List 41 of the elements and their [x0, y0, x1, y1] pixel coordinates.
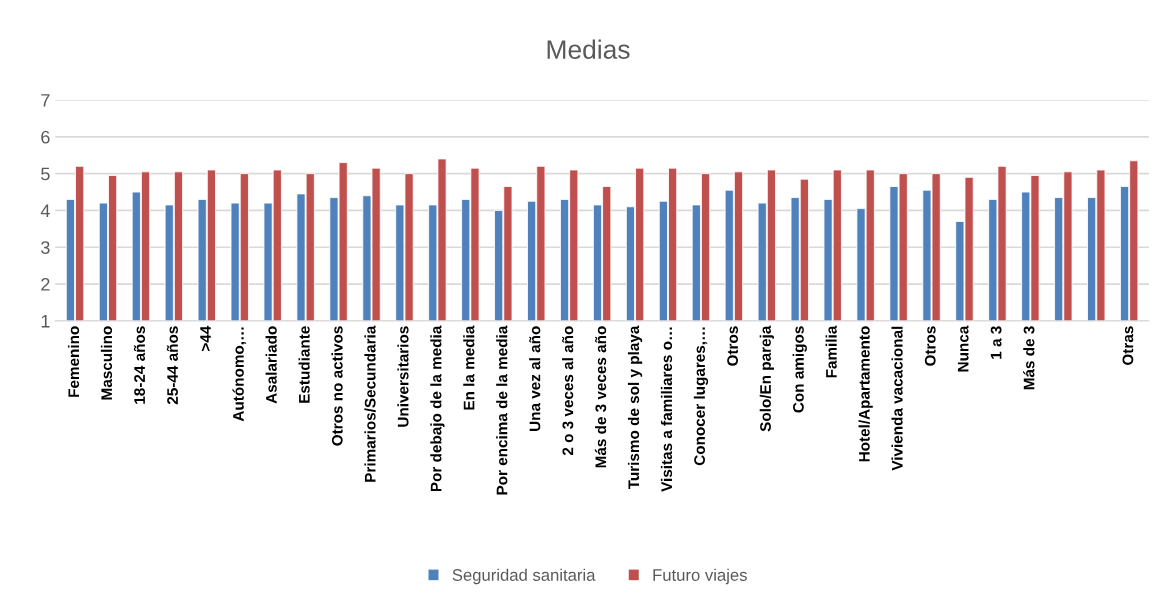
x-tick-label: >44: [200, 325, 211, 351]
x-tick-label: Estudiante: [298, 326, 310, 403]
x-tick-label: Otros: [727, 326, 738, 366]
x-tick-label: Autónomo,…: [232, 327, 247, 422]
x-tick-label: Nunca: [957, 325, 969, 372]
x-tick-label: En la media: [463, 325, 475, 410]
x-tick-label: Visitas a familiares o…: [660, 327, 673, 492]
x-tick-label: Por encima de la media: [496, 325, 508, 495]
y-tick-label: 5: [41, 167, 50, 181]
legend-label: Seguridad sanitaria: [452, 568, 596, 585]
y-tick-label: 6: [41, 130, 50, 144]
x-tick-label: Vivienda vacacional: [891, 326, 903, 471]
y-tick-label: 1: [41, 314, 50, 328]
x-tick-label: Primarios/Secundaria: [364, 325, 376, 482]
x-tick-label: 1 a 3: [990, 326, 1002, 359]
x-tick-label: Femenino: [67, 326, 80, 397]
x-tick-label: 2 o 3 veces al año: [562, 326, 574, 456]
x-tick-label: Otros: [924, 326, 936, 366]
x-tick-label: 25-44 años: [166, 326, 178, 405]
legend-label: Futuro viajes: [653, 568, 747, 585]
x-tick-label: Conocer lugares,…: [693, 327, 709, 466]
y-tick-label: 2: [41, 277, 50, 291]
y-tick-label: 7: [41, 94, 50, 107]
x-tick-label: 18-24 años: [133, 326, 146, 404]
x-tick-label: Más de 3 veces año: [594, 326, 607, 468]
x-tick-label: Familia: [825, 325, 837, 378]
y-tick-label: 4: [40, 204, 50, 217]
x-tick-label: Hotel/Apartamento: [858, 326, 873, 462]
x-tick-label: Solo/En pareja: [759, 325, 774, 432]
x-tick-label: Masculino: [100, 326, 113, 400]
x-tick-label: Otros no activos: [331, 326, 343, 446]
chart-title: Medias: [547, 39, 630, 59]
x-tick-label: Más de 3: [1023, 326, 1035, 390]
x-tick-label: Turismo de sol y playa: [627, 325, 643, 490]
x-tick-label: Asalariado: [265, 326, 277, 404]
x-tick-label: Con amigos: [792, 326, 807, 413]
x-tick-label: Una vez al año: [529, 326, 541, 431]
x-tick-label: Universitarios: [397, 326, 409, 427]
x-tick-label: Otras: [1122, 326, 1134, 365]
x-tick-label: Por debajo de la media: [430, 325, 445, 492]
y-tick-label: 3: [41, 241, 50, 254]
